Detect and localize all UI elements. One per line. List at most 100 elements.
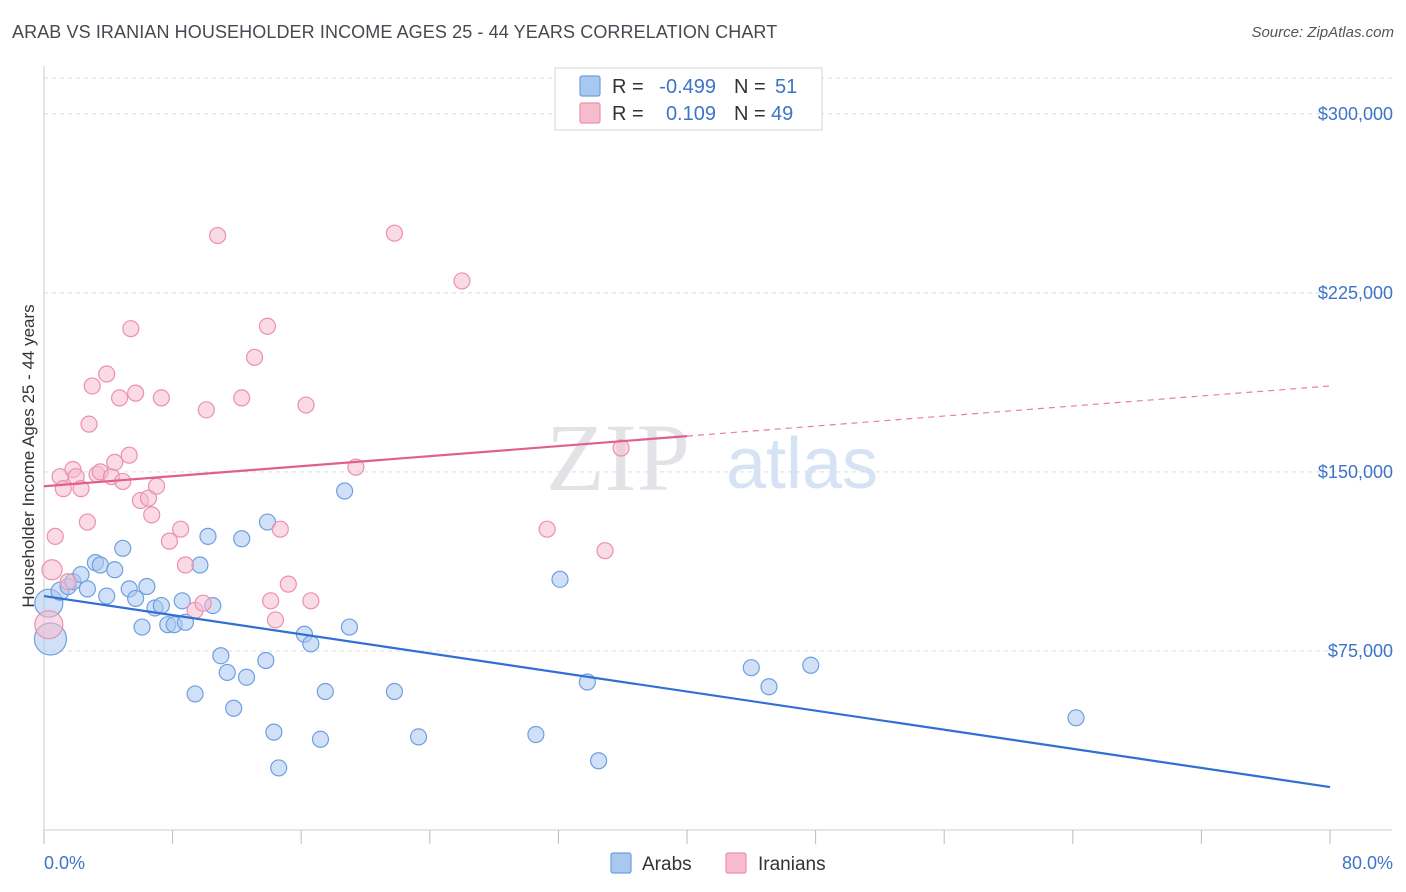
arabs-point-27	[218, 663, 236, 682]
arabs-point-5	[72, 565, 90, 584]
iranians-point-5	[59, 573, 77, 591]
arabs-point-41	[385, 682, 404, 701]
legend-r-value-arabs: -0.499	[659, 76, 716, 98]
arabs-point-11	[114, 539, 132, 557]
iranians-point-48	[612, 439, 630, 457]
arabs-point-33	[265, 723, 283, 741]
arabs-point-50	[1067, 709, 1085, 727]
arabs-point-17	[152, 596, 170, 615]
iranians-point-36	[258, 317, 277, 335]
iranians-point-24	[143, 506, 161, 524]
iranians-point-11	[83, 377, 101, 395]
iranians-point-10	[80, 415, 98, 433]
iranians-point-42	[302, 592, 320, 610]
arabs-point-49	[802, 656, 820, 674]
arabs-point-42	[409, 728, 428, 746]
iranians-point-14	[98, 365, 116, 383]
iranians-point-34	[233, 389, 251, 407]
arabs-point-13	[127, 589, 145, 608]
arabs-point-15	[138, 577, 156, 596]
iranians-point-23	[139, 489, 158, 507]
arabs-point-14	[133, 618, 151, 636]
y-axis-label: Householder Income Ages 25 - 44 years	[19, 304, 38, 607]
watermark-zip: ZIP	[546, 404, 690, 511]
iranians-points	[34, 224, 630, 640]
arabs-point-43	[527, 725, 545, 744]
legend-bottom-swatch-arabs	[610, 852, 632, 874]
legend-n-label-arabs: N =	[734, 76, 766, 98]
iranians-point-38	[266, 611, 285, 629]
watermark-atlas: atlas	[726, 424, 878, 504]
arabs-point-39	[336, 482, 354, 500]
chart-source: Source: ZipAtlas.com	[1251, 24, 1394, 41]
legend-bottom-swatch-iranians	[725, 852, 747, 874]
trend-lines	[43, 385, 1331, 789]
arabs-point-23	[191, 556, 209, 574]
arabs-point-6	[78, 580, 97, 598]
arabs-point-10	[106, 561, 124, 579]
arabs-point-37	[311, 730, 330, 748]
iranians-point-21	[127, 384, 145, 402]
iranians-point-2	[46, 527, 64, 545]
iranians-trend-line	[43, 434, 688, 488]
arabs-point-38	[316, 682, 334, 701]
watermark: ZIP atlas	[546, 404, 878, 511]
arabs-trend-line	[43, 594, 1331, 789]
iranians-point-29	[176, 556, 195, 574]
iranians-point-27	[160, 532, 178, 550]
arabs-point-28	[225, 699, 243, 717]
x-tick-label-max: 80.0%	[1342, 853, 1393, 873]
arabs-point-32	[258, 513, 277, 531]
arabs-points	[33, 482, 1085, 777]
iranians-point-28	[172, 520, 190, 538]
arabs-point-22	[186, 685, 204, 703]
arabs-point-29	[233, 530, 251, 548]
legend-bottom-label-arabs: Arabs	[642, 854, 692, 875]
iranians-point-41	[297, 396, 315, 414]
iranians-point-37	[262, 592, 280, 610]
arabs-point-30	[237, 668, 256, 686]
arabs-point-44	[551, 570, 569, 588]
legend-n-label-iranians: N =	[734, 103, 766, 125]
arabs-point-46	[589, 752, 608, 770]
legend-bottom-label-iranians: Iranians	[758, 854, 826, 875]
iranians-point-26	[152, 389, 170, 407]
tick-labels: $75,000 $150,000 $225,000 $300,000 0.0% 80.0%	[44, 104, 1393, 873]
legend-r-label-iranians: R =	[612, 103, 644, 125]
iranians-point-39	[271, 520, 289, 538]
legend-n-value-iranians: 49	[771, 103, 793, 125]
x-tick-label-min: 0.0%	[44, 853, 85, 873]
arabs-point-26	[212, 647, 230, 665]
iranians-point-47	[596, 542, 614, 560]
iranians-point-1	[41, 559, 63, 581]
iranians-point-31	[194, 594, 212, 612]
iranians-point-0	[34, 610, 64, 640]
iranians-point-35	[245, 348, 264, 366]
iranians-point-44	[385, 224, 404, 242]
iranians-point-9	[78, 513, 97, 531]
y-tick-label-0: $75,000	[1328, 641, 1393, 661]
iranians-point-46	[538, 520, 556, 538]
legend-n-value-arabs: 51	[775, 76, 797, 98]
y-tick-label-2: $225,000	[1318, 283, 1393, 303]
series-legend: Arabs Iranians	[610, 852, 826, 875]
iranians-point-19	[120, 446, 138, 464]
arabs-point-9	[98, 587, 116, 605]
iranians-point-4	[54, 480, 72, 498]
arabs-point-8	[91, 556, 109, 574]
iranians-point-32	[197, 401, 215, 419]
chart-title: ARAB VS IRANIAN HOUSEHOLDER INCOME AGES …	[12, 22, 778, 42]
y-tick-label-3: $300,000	[1318, 104, 1393, 124]
legend-swatch-arabs	[579, 75, 601, 97]
arabs-point-40	[340, 618, 359, 636]
iranians-point-20	[122, 320, 140, 338]
legend-r-label-arabs: R =	[612, 76, 644, 98]
arabs-point-24	[199, 527, 217, 545]
iranians-point-16	[106, 453, 124, 471]
arabs-point-34	[270, 759, 288, 777]
arabs-point-31	[257, 651, 275, 670]
iranians-point-33	[209, 226, 227, 245]
legend-r-value-iranians: 0.109	[666, 103, 716, 125]
correlation-legend: R = -0.499 N = 51 R = 0.109 N = 49	[554, 67, 823, 131]
